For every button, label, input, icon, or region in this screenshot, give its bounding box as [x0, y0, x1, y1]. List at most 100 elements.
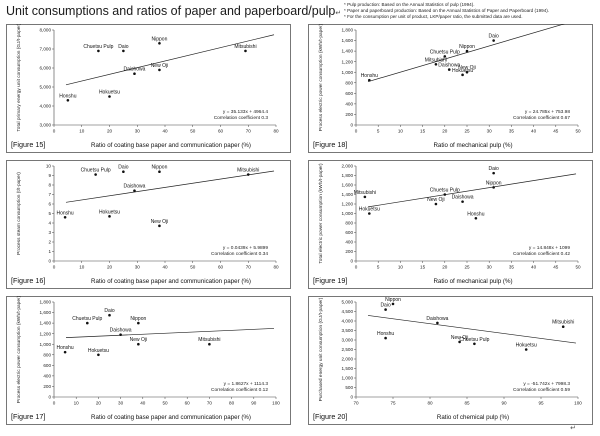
data-point	[384, 308, 387, 311]
y-tick-label: 1,400	[342, 49, 354, 54]
x-tick-label: 0	[53, 129, 56, 134]
data-point-label: Hokuetsu	[359, 207, 380, 213]
data-point-label: Hokuetsu	[99, 90, 120, 96]
x-tick-label: 30	[487, 129, 493, 134]
data-point	[434, 63, 438, 66]
y-tick-label: 400	[345, 240, 353, 245]
x-tick-label: 90	[501, 401, 507, 406]
y-tick-label: 3,000	[40, 123, 52, 128]
corner-mark: ↵	[570, 425, 576, 432]
correlation-text: Correlation coefficient 0.3	[214, 115, 269, 121]
data-point	[473, 342, 476, 346]
data-point	[368, 212, 371, 215]
x-tick-label: 20	[107, 265, 113, 270]
data-point-label: New Oji	[451, 335, 469, 341]
y-tick-label: 1,800	[342, 173, 354, 178]
x-tick-label: 0	[355, 265, 358, 270]
data-point-label: Chuetsu Pulp	[459, 337, 489, 343]
data-point-label: Daio	[488, 166, 499, 172]
data-point	[458, 340, 461, 344]
trend-line	[65, 170, 275, 203]
y-axis-label: Process electric power consumption (kWh/…	[318, 24, 324, 131]
data-point-label: New Oji	[151, 63, 169, 69]
data-point-label: Nippon	[459, 44, 475, 50]
data-point-label: Hokuetsu	[88, 348, 109, 354]
x-tick-label: 50	[575, 129, 581, 134]
x-tick-label: 10	[79, 129, 85, 134]
x-tick-label: 90	[251, 401, 257, 406]
y-tick-label: 0	[350, 395, 353, 400]
x-tick-label: 50	[190, 265, 196, 270]
source-note: * Paper and paperboard production: Based…	[344, 8, 550, 13]
x-tick-label: 5	[377, 129, 380, 134]
x-tick-label: 40	[162, 129, 168, 134]
trend-equation: y = 1.8627x + 1114.3	[224, 381, 269, 387]
chart-frame	[6, 296, 291, 425]
y-tick-label: 1,200	[342, 59, 354, 64]
data-point-label: Daishowa	[426, 316, 448, 322]
y-tick-label: 9	[48, 173, 51, 178]
x-tick-label: 40	[140, 401, 146, 406]
x-tick-label: 35	[509, 265, 515, 270]
source-note: * For the consumption per unit of produc…	[344, 14, 523, 19]
data-point-label: Nippon	[152, 165, 168, 171]
data-point-label: Honshu	[56, 345, 73, 351]
y-axis-label: Process electric power consumption (kWh/…	[16, 296, 22, 403]
correlation-text: Correlation coefficient 0.42	[513, 251, 570, 257]
x-tick-label: 30	[118, 401, 124, 406]
x-axis-label: Ratio of coating base paper and communic…	[91, 142, 251, 149]
data-point	[137, 342, 140, 346]
figure-label: [Figure 19]	[313, 276, 347, 285]
data-point-label: Daio	[118, 44, 129, 50]
y-tick-label: 2,000	[342, 357, 354, 362]
data-point-label: Honshu	[56, 210, 73, 216]
x-tick-label: 75	[390, 401, 396, 406]
y-tick-label: 800	[345, 221, 353, 226]
x-tick-label: 80	[273, 129, 279, 134]
y-tick-label: 4,500	[342, 309, 354, 314]
y-tick-label: 7	[48, 192, 51, 197]
trend-line	[65, 34, 275, 86]
data-point	[108, 95, 111, 98]
y-tick-label: 500	[345, 385, 353, 390]
x-tick-label: 60	[218, 265, 224, 270]
y-tick-label: 400	[345, 101, 353, 106]
data-point-label: Chuetsu Pulp	[81, 168, 111, 174]
x-tick-label: 10	[398, 265, 404, 270]
data-point	[465, 70, 469, 74]
y-tick-label: 0	[350, 123, 353, 128]
x-tick-label: 95	[538, 401, 544, 406]
y-tick-label: 1,400	[342, 192, 354, 197]
x-axis-label: Ratio of mechanical pulp (%)	[433, 142, 512, 149]
x-tick-label: 45	[553, 265, 559, 270]
data-point-label: Chuetsu Pulp	[83, 44, 113, 50]
data-point-label: Nippon	[486, 180, 502, 186]
data-point-label: Honshu	[361, 73, 378, 79]
data-point-label: Daishowa	[123, 184, 145, 190]
figure-label: [Figure 20]	[313, 412, 347, 421]
x-tick-label: 40	[531, 265, 537, 270]
data-point	[108, 313, 111, 317]
x-axis-label: Ratio of chemical pulp (%)	[437, 414, 509, 421]
y-tick-label: 0	[350, 259, 353, 264]
figure-label: [Figure 18]	[313, 140, 347, 149]
y-tick-label: 0	[48, 395, 51, 400]
data-point	[208, 342, 211, 346]
data-point-label: New Oji	[458, 65, 476, 71]
y-tick-label: 6,000	[40, 66, 52, 71]
x-axis-label: Ratio of coating base paper and communic…	[91, 414, 251, 421]
x-tick-label: 30	[487, 265, 493, 270]
data-point-label: Hokuetsu	[516, 343, 537, 349]
data-point	[436, 321, 439, 325]
y-tick-label: 3,000	[342, 338, 354, 343]
x-tick-label: 80	[273, 265, 279, 270]
y-tick-label: 4	[48, 221, 51, 226]
x-tick-label: 50	[190, 129, 196, 134]
data-point	[97, 49, 100, 53]
y-tick-label: 2	[48, 240, 51, 245]
data-point	[66, 99, 70, 102]
y-axis-label: Total electric power consumption (kWh/t-…	[318, 163, 324, 264]
data-point	[524, 348, 528, 351]
data-point	[158, 224, 161, 228]
y-tick-label: 1,600	[40, 310, 52, 315]
